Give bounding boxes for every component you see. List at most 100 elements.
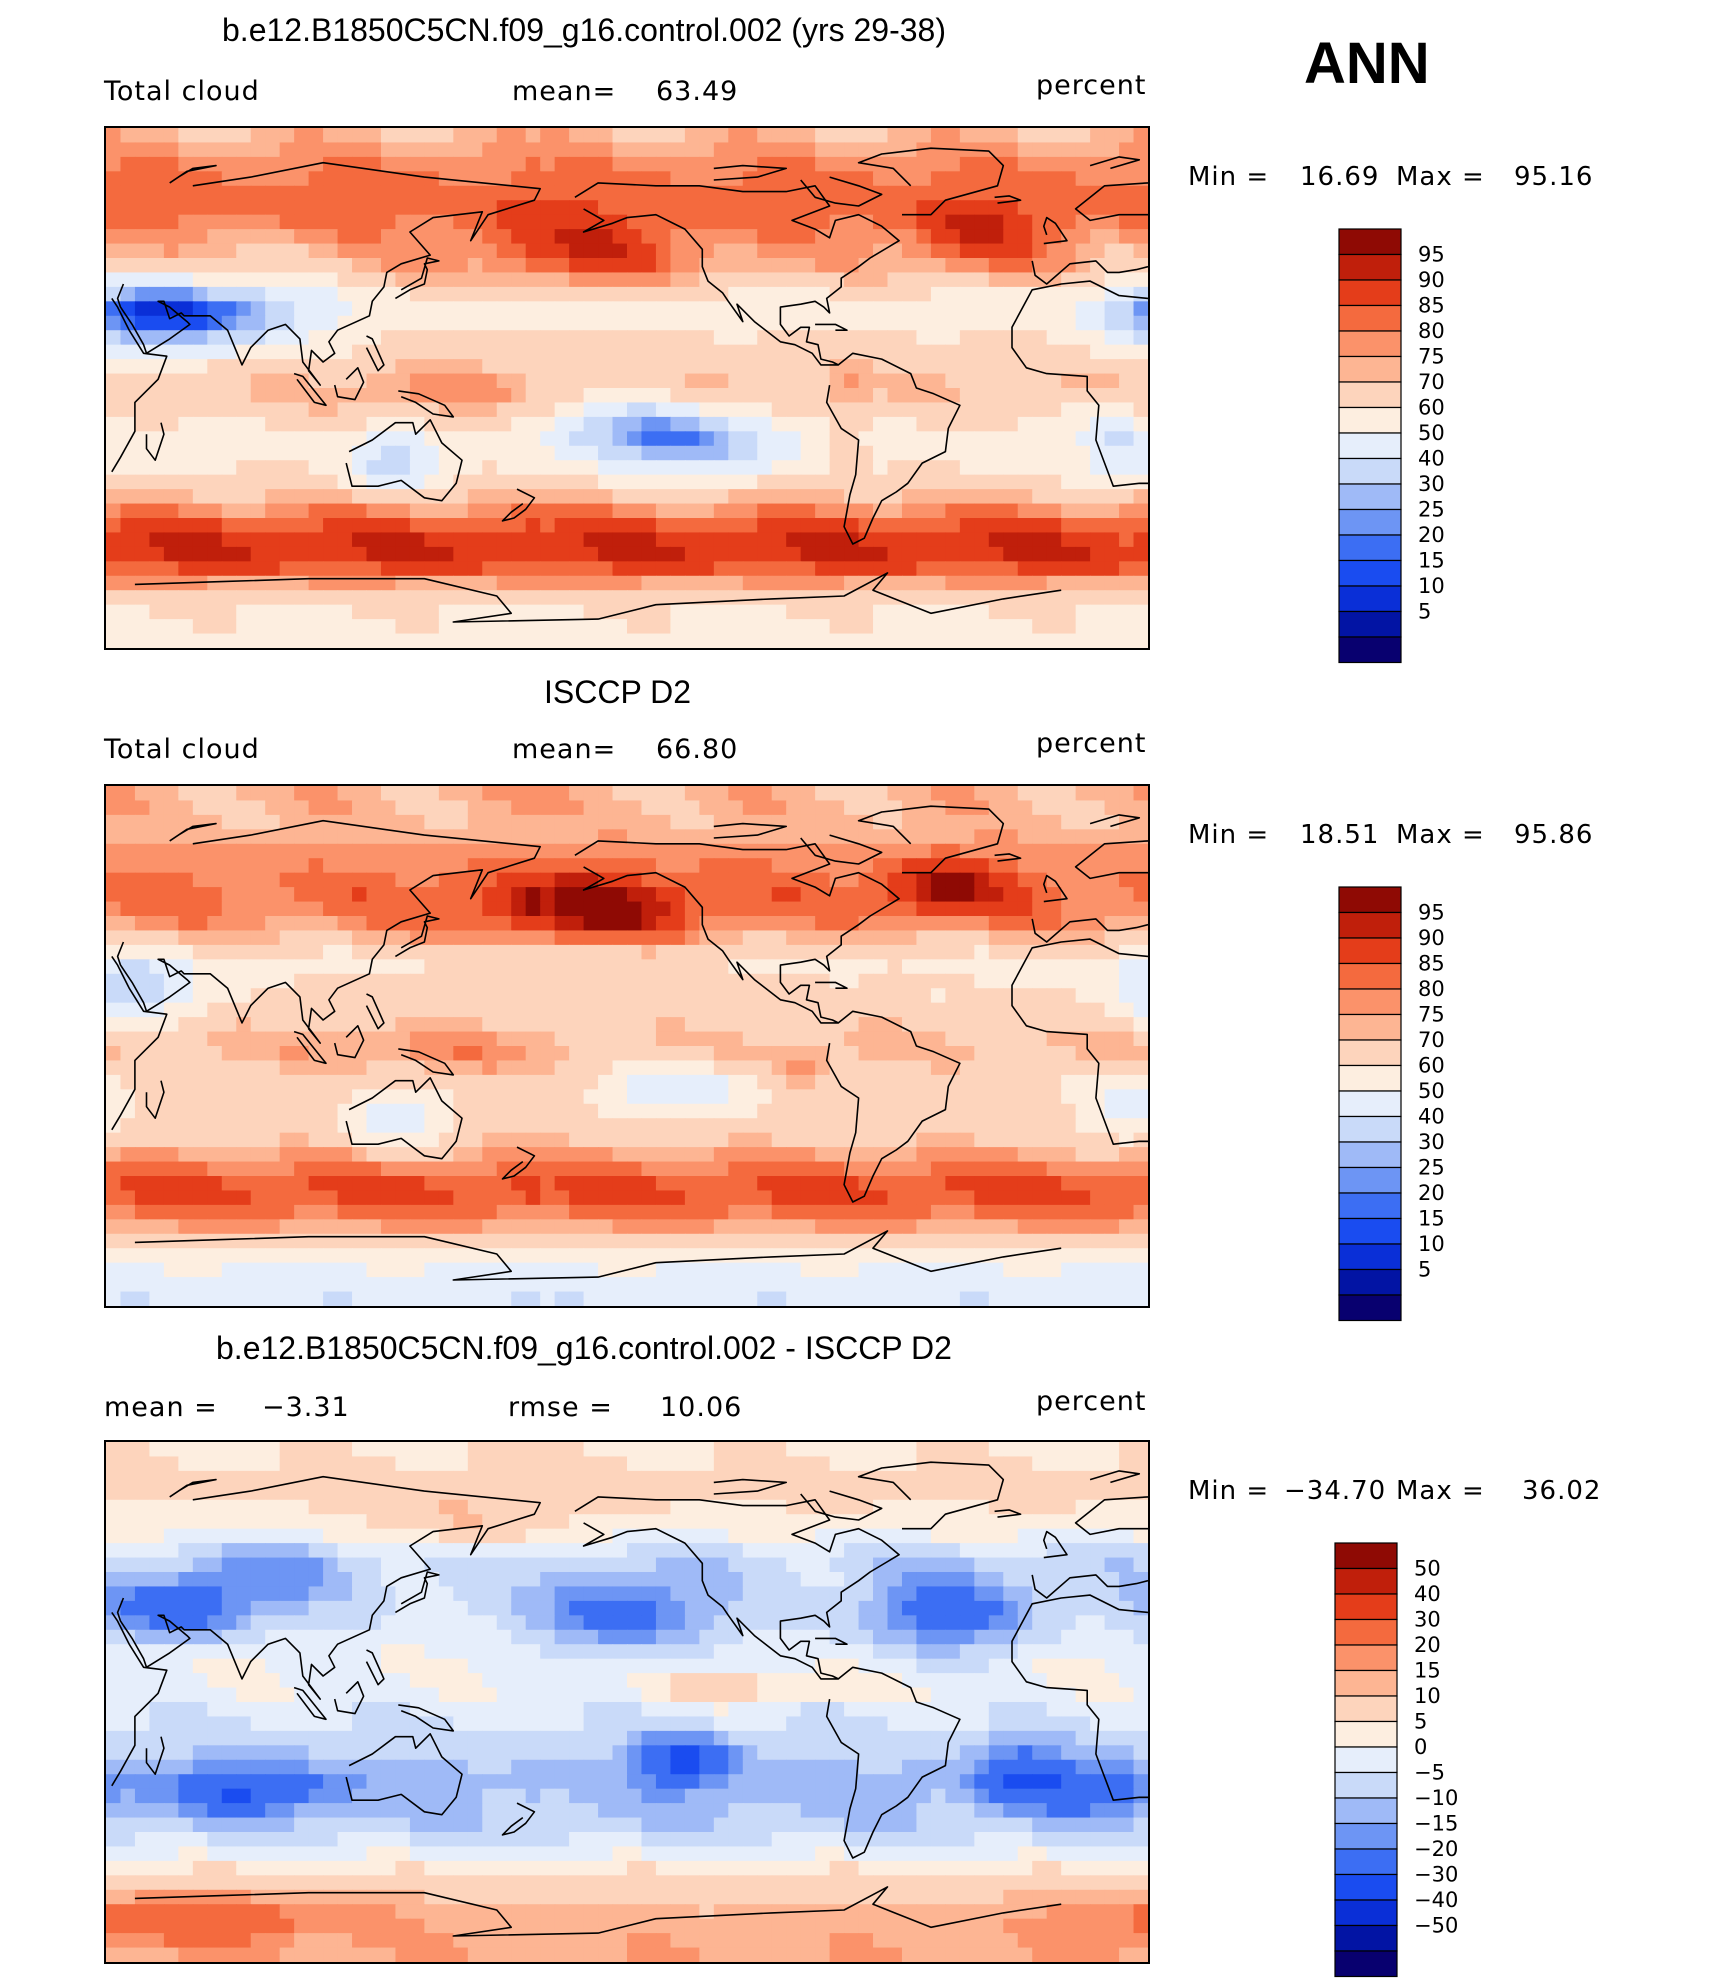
field-cell (772, 1060, 787, 1075)
field-cell (1061, 988, 1076, 1003)
field-cell (815, 786, 830, 801)
field-cell (482, 959, 497, 974)
field-cell (207, 244, 222, 259)
field-cell (482, 1162, 497, 1177)
field-cell (902, 547, 917, 562)
field-cell (888, 215, 903, 230)
field-cell (1105, 345, 1120, 360)
field-cell (728, 258, 743, 273)
field-cell (844, 858, 859, 873)
field-cell (497, 1104, 512, 1119)
field-cell (613, 590, 628, 605)
field-cell (410, 157, 425, 172)
field-cell (280, 1046, 295, 1061)
field-cell (265, 244, 280, 259)
field-cell (945, 873, 960, 888)
field-cell (873, 200, 888, 215)
field-cell (1119, 1190, 1134, 1205)
field-cell (497, 374, 512, 389)
field-cell (294, 873, 309, 888)
field-cell (627, 417, 642, 432)
field-cell (830, 1205, 845, 1220)
field-cell (526, 402, 541, 417)
field-cell (743, 1075, 758, 1090)
field-cell (873, 374, 888, 389)
field-cell (916, 844, 931, 859)
panel-1-max-value: 95.16 (1514, 162, 1593, 192)
field-cell (945, 128, 960, 143)
field-cell (888, 988, 903, 1003)
field-cell (584, 1089, 599, 1104)
field-cell (931, 1032, 946, 1047)
field-cell (207, 1205, 222, 1220)
field-cell (1090, 1205, 1105, 1220)
field-cell (931, 504, 946, 519)
field-cell (1047, 800, 1062, 815)
field-cell (598, 634, 613, 648)
field-cell (888, 916, 903, 931)
field-cell (236, 489, 251, 504)
field-cell (251, 1075, 266, 1090)
field-cell (569, 171, 584, 186)
field-cell (1076, 446, 1091, 461)
field-cell (540, 359, 555, 374)
field-cell (294, 489, 309, 504)
field-cell (511, 475, 526, 490)
field-cell (728, 1046, 743, 1061)
field-cell (149, 258, 164, 273)
field-cell (641, 1219, 656, 1234)
field-cell (251, 1248, 266, 1263)
field-cell (786, 374, 801, 389)
field-cell (352, 1190, 367, 1205)
field-cell (381, 887, 396, 902)
field-cell (106, 873, 121, 888)
field-cell (1047, 287, 1062, 302)
field-cell (888, 959, 903, 974)
field-cell (1134, 858, 1148, 873)
field-cell (931, 590, 946, 605)
field-cell (801, 157, 816, 172)
field-cell (352, 244, 367, 259)
field-cell (1061, 1147, 1076, 1162)
field-cell (207, 1089, 222, 1104)
field-cell (193, 258, 208, 273)
field-cell (757, 619, 772, 634)
field-cell (1105, 800, 1120, 815)
field-cell (1134, 547, 1148, 562)
field-cell (280, 244, 295, 259)
field-cell (280, 547, 295, 562)
field-cell (222, 1147, 237, 1162)
field-cell (974, 345, 989, 360)
field-cell (149, 1162, 164, 1177)
field-cell (294, 619, 309, 634)
field-cell (149, 1190, 164, 1205)
field-cell (786, 576, 801, 591)
field-cell (873, 388, 888, 403)
field-cell (468, 142, 483, 157)
field-cell (598, 475, 613, 490)
field-cell (584, 576, 599, 591)
field-cell (540, 1075, 555, 1090)
field-cell (714, 1032, 729, 1047)
field-cell (280, 1075, 295, 1090)
field-cell (786, 902, 801, 917)
field-cell (367, 417, 382, 432)
field-cell (1032, 1089, 1047, 1104)
field-cell (916, 988, 931, 1003)
field-cell (236, 244, 251, 259)
field-cell (1047, 402, 1062, 417)
field-cell (540, 258, 555, 273)
field-cell (294, 475, 309, 490)
field-cell (323, 858, 338, 873)
field-cell (193, 1060, 208, 1075)
field-cell (164, 186, 179, 201)
field-cell (931, 786, 946, 801)
field-cell (598, 258, 613, 273)
field-cell (974, 1060, 989, 1075)
field-cell (584, 388, 599, 403)
field-cell (1076, 902, 1091, 917)
field-cell (801, 460, 816, 475)
field-cell (641, 945, 656, 960)
field-cell (526, 1205, 541, 1220)
field-cell (728, 786, 743, 801)
